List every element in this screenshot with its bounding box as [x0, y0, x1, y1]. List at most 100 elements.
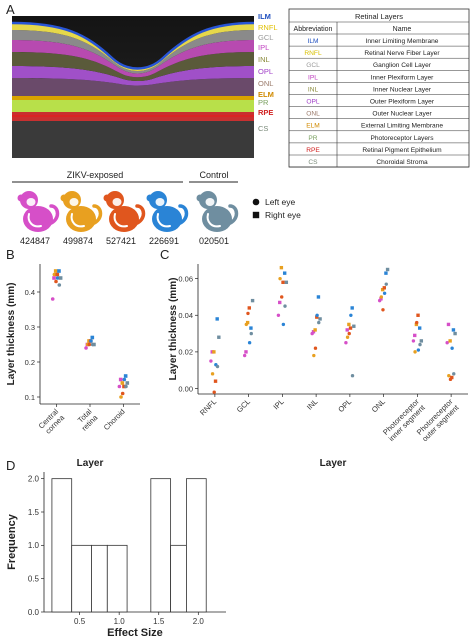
- data-point-right-eye-020501: [453, 331, 457, 336]
- data-point-right-eye-499874: [313, 328, 317, 332]
- y-tick-label: 1.0: [28, 541, 40, 550]
- data-point-right-eye-527421: [122, 384, 126, 389]
- data-point-left-eye-527421: [246, 311, 250, 316]
- y-tick-label: 1.5: [28, 508, 40, 517]
- x-axis-title: Effect Size: [107, 627, 163, 639]
- x-tick-label-photoreceptor-outer-segment: Photoreceptorouter segment: [414, 396, 461, 443]
- x-tick-label-gcl: GCL: [235, 397, 252, 414]
- chart-c-layer-thickness: 0.00 0.02 0.04 0.06 RNFL GCL IPL INL OPL ONL Photo…: [168, 264, 468, 469]
- animal-icons-row: ZIKV-exposed Control 424847 499874 527421 2…: [12, 170, 239, 246]
- y-tick-label: 0.02: [178, 348, 193, 357]
- table-abbr-pr: PR: [308, 135, 317, 142]
- monkey-arm: [156, 213, 171, 228]
- table-name-pr: Photoreceptor Layers: [370, 135, 434, 142]
- eye-legend-circle-marker: [252, 198, 260, 206]
- data-point-left-eye-226691: [247, 341, 252, 345]
- data-point-right-eye-527421: [382, 286, 386, 290]
- data-point-left-eye-020501: [249, 331, 253, 336]
- oct-layer-ipl: [12, 40, 254, 78]
- data-point-left-eye-527421: [87, 342, 92, 347]
- data-point-left-eye-424847: [209, 359, 213, 363]
- y-tick-label: 2.0: [28, 474, 40, 483]
- data-point-right-eye-499874: [380, 287, 385, 292]
- animal-id-label: 499874: [63, 236, 93, 246]
- data-point-right-eye-226691: [417, 326, 422, 330]
- data-point-left-eye-020501: [452, 372, 456, 376]
- monkey-ear: [17, 194, 25, 202]
- x-tick-label-line: IPL: [271, 397, 285, 411]
- data-point-right-eye-499874: [279, 265, 284, 270]
- data-point-left-eye-020501: [384, 282, 388, 286]
- x-tick-label-line: OPL: [336, 397, 353, 414]
- y-tick-label: 0.5: [28, 574, 40, 583]
- table-name-cs: Choroidal Stroma: [376, 159, 428, 166]
- data-point-right-eye-020501: [58, 276, 63, 280]
- oct-layer-rnfl: [12, 23, 254, 71]
- data-point-left-eye-527421: [54, 279, 58, 284]
- table-abbr-elm: ELM: [306, 123, 320, 130]
- monkey-face: [69, 198, 79, 206]
- oct-label-rpe: RPE: [258, 108, 273, 117]
- x-tick-label: 2.0: [193, 617, 205, 626]
- monkey-icon: [196, 191, 239, 232]
- data-point-left-eye-499874: [345, 335, 350, 339]
- data-point-right-eye-424847: [52, 276, 56, 280]
- data-point-right-eye-020501: [284, 280, 289, 285]
- data-point-left-eye-499874: [210, 372, 215, 376]
- data-point-right-eye-226691: [350, 306, 354, 310]
- histogram-bar: [150, 478, 172, 613]
- data-point-left-eye-226691: [55, 276, 60, 280]
- animal-id-label: 527421: [106, 236, 136, 246]
- oct-label-opl: OPL: [258, 67, 273, 76]
- table-abbr-rnfl: RNFL: [304, 50, 322, 57]
- group-label-control: Control: [199, 170, 228, 180]
- y-axis-title: Layer thickness (mm): [168, 278, 179, 381]
- data-point-right-eye-020501: [250, 298, 255, 303]
- retinal-layers-table: Retinal Layers Abbreviation Name ILM Inne…: [288, 8, 470, 168]
- monkey-arm: [206, 213, 221, 228]
- x-tick-label-line: GCL: [235, 397, 252, 414]
- table-name-inl: Inner Nuclear Layer: [373, 86, 432, 93]
- data-point-right-eye-424847: [345, 328, 349, 332]
- table-abbr-ilm: ILM: [308, 38, 319, 45]
- data-point-left-eye-226691: [315, 313, 319, 317]
- y-tick-label: 0.2: [25, 358, 35, 367]
- data-point-left-eye-226691: [281, 322, 286, 327]
- y-tick-label: 0.4: [25, 288, 35, 297]
- x-tick-label: 0.5: [74, 617, 86, 626]
- data-point-left-eye-499874: [312, 353, 316, 358]
- data-point-left-eye-424847: [117, 384, 122, 389]
- table-name-onl: Outer Nuclear Layer: [372, 111, 432, 118]
- data-point-left-eye-527421: [120, 391, 125, 396]
- monkey-tail: [47, 204, 60, 226]
- histogram-bar: [91, 544, 108, 613]
- monkey-body: [152, 206, 182, 232]
- oct-layer-opl: [12, 66, 254, 86]
- data-point-left-eye-226691: [416, 348, 421, 352]
- data-point-right-eye-226691: [215, 317, 219, 321]
- monkey-icon: [17, 191, 60, 232]
- data-point-left-eye-499874: [379, 295, 384, 299]
- data-point-left-eye-527421: [212, 390, 216, 394]
- x-tick-label-opl: OPL: [336, 397, 353, 414]
- monkey-body: [66, 206, 96, 232]
- data-point-right-eye-424847: [278, 300, 282, 305]
- y-tick-label: 0.00: [178, 384, 193, 393]
- monkey-body: [23, 206, 53, 232]
- data-point-right-eye-226691: [451, 328, 456, 332]
- y-tick-label: 0.1: [25, 393, 35, 402]
- table-name-ipl: Inner Plexiform Layer: [371, 74, 434, 81]
- data-point-left-eye-527421: [313, 346, 318, 350]
- data-point-right-eye-424847: [311, 330, 316, 334]
- data-point-left-eye-527421: [381, 308, 385, 312]
- eye-legend-label: Left eye: [265, 197, 296, 207]
- x-tick-label: 1.5: [153, 617, 165, 626]
- data-point-right-eye-499874: [448, 339, 452, 343]
- data-point-right-eye-226691: [57, 269, 61, 273]
- table-abbr-gcl: GCL: [306, 62, 320, 69]
- eye-legend-label: Right eye: [265, 210, 301, 220]
- monkey-icon: [60, 191, 103, 232]
- data-point-right-eye-424847: [413, 333, 417, 338]
- data-point-right-eye-527421: [450, 375, 454, 380]
